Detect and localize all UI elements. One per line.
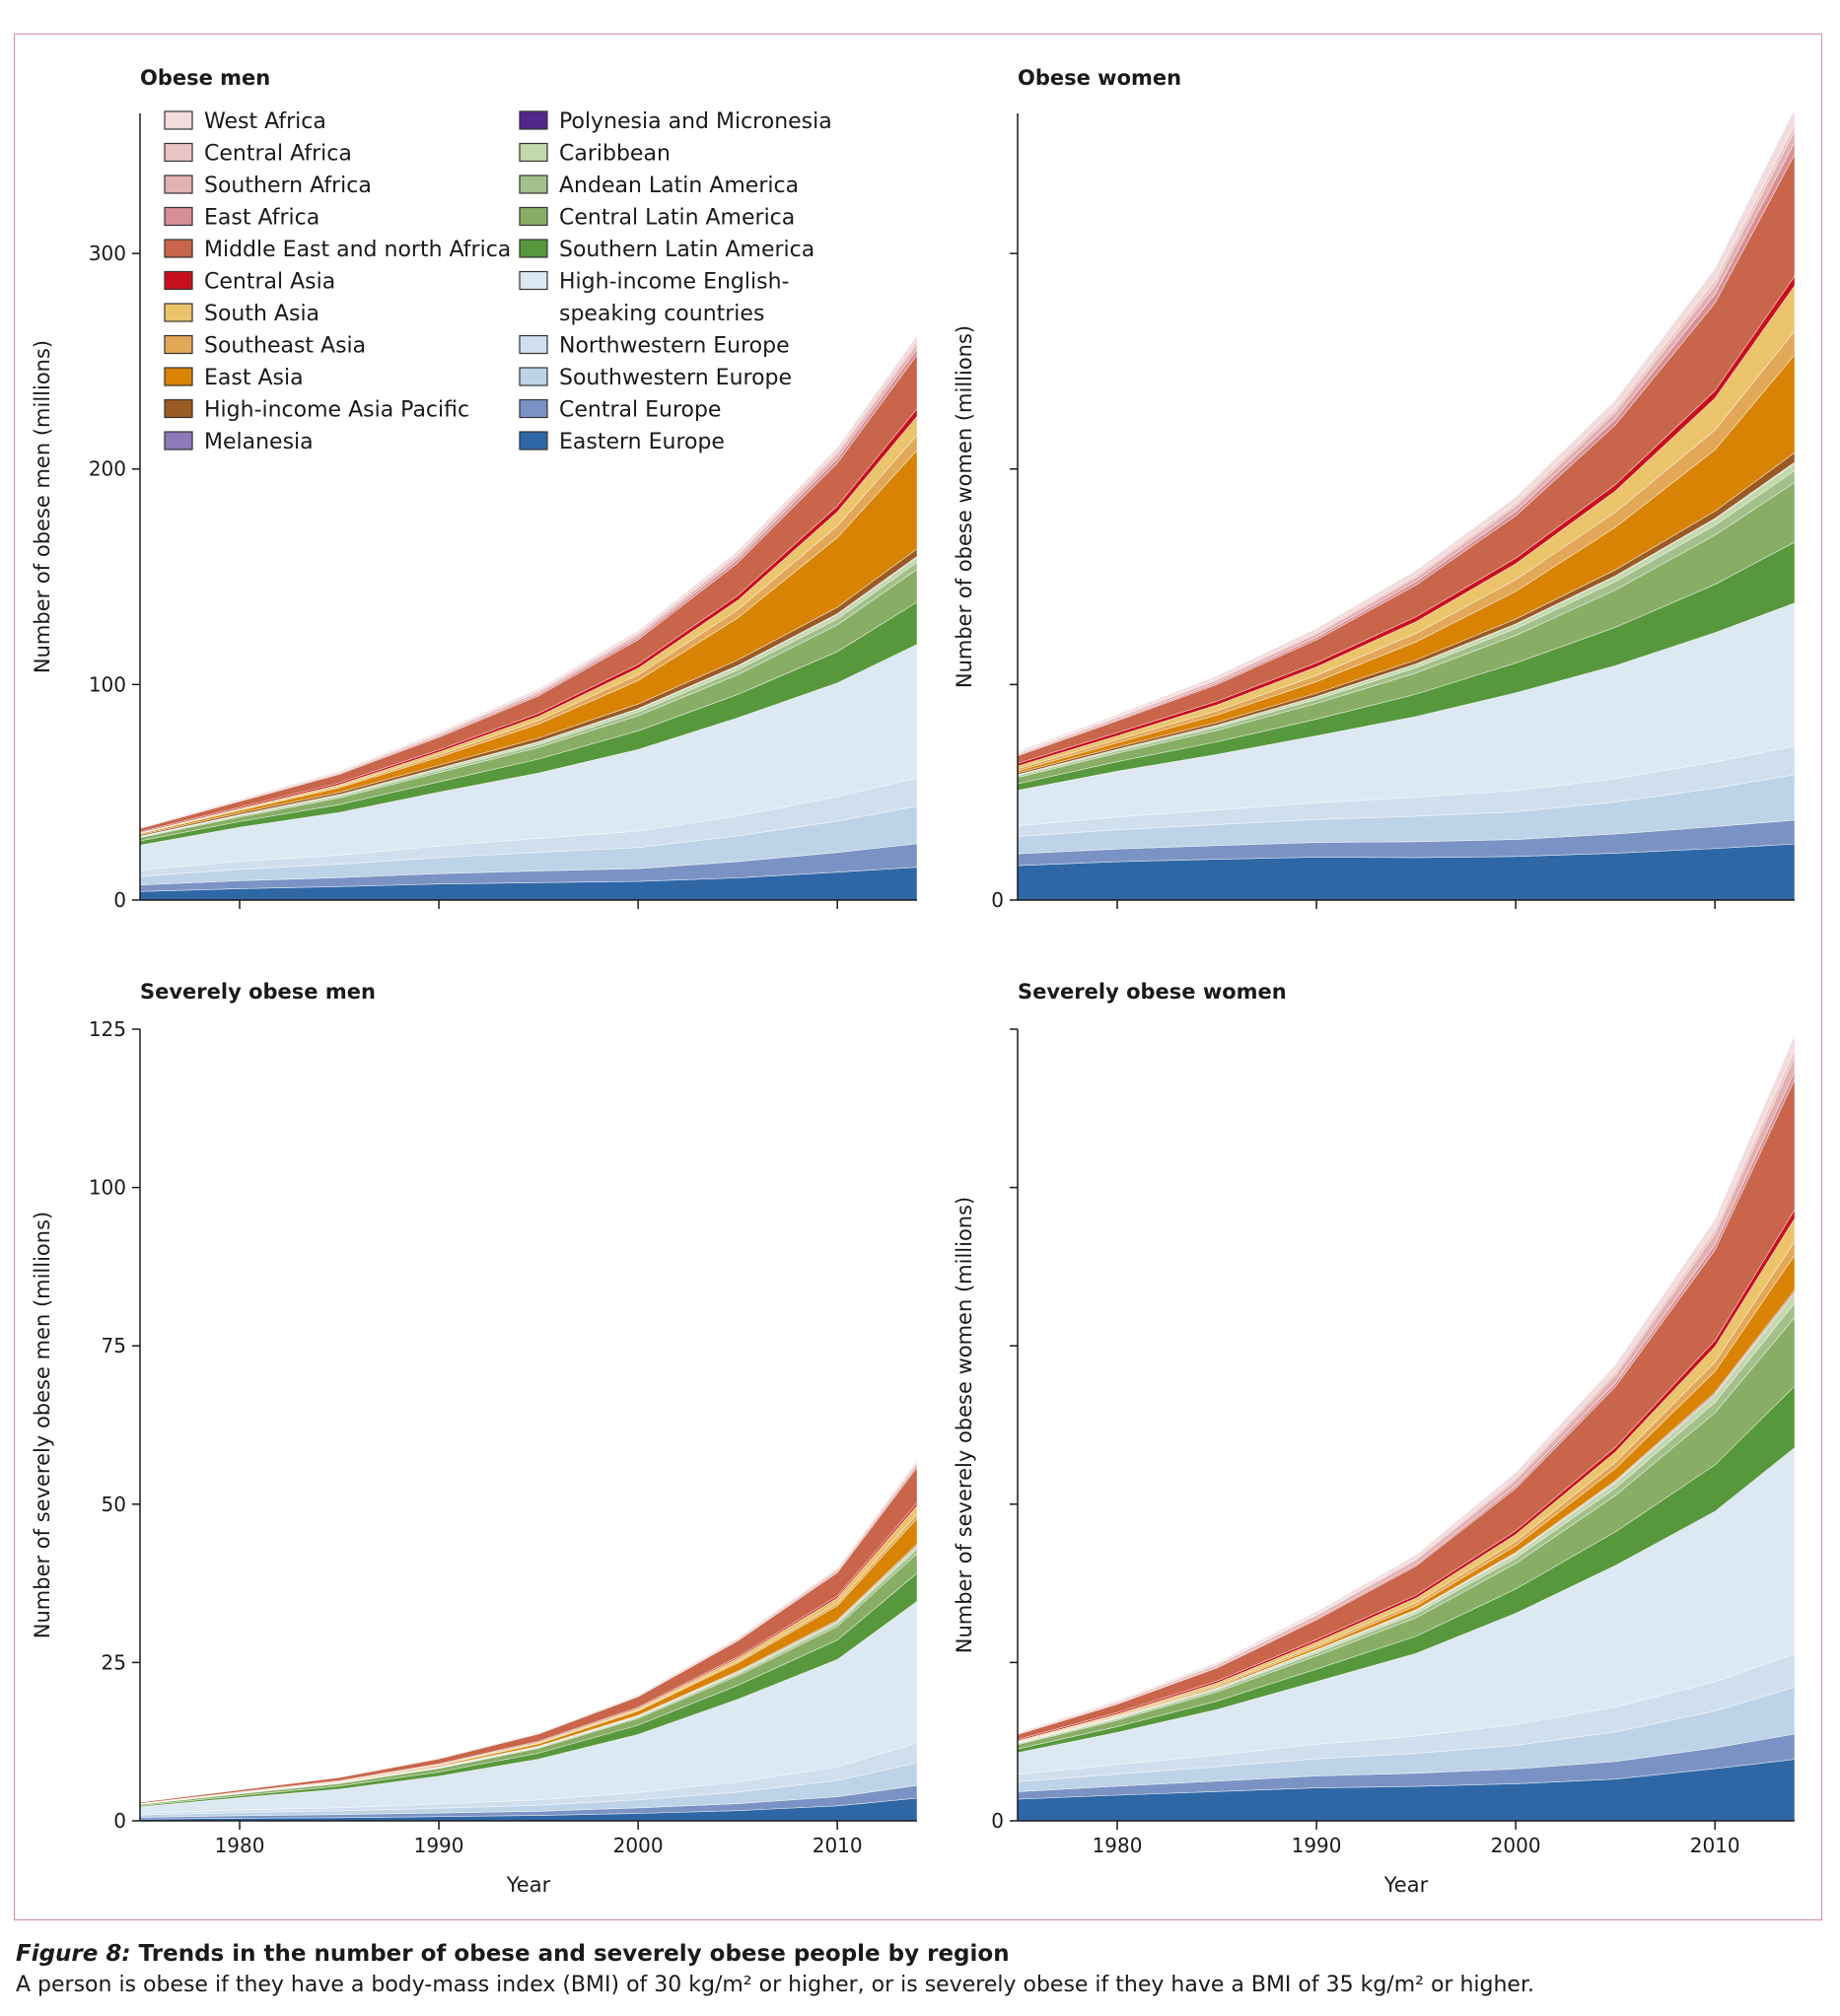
x-tick-label: 1990 <box>414 1834 464 1857</box>
legend-swatch-eastern-europe <box>519 431 548 451</box>
legend-swatch-middle-east-and-north-africa <box>164 239 193 258</box>
legend-swatch-caribbean <box>519 142 548 163</box>
legend-label: West Africa <box>204 109 326 134</box>
legend-swatch-southern-latin-america <box>519 239 548 258</box>
panel-title: Severely obese women <box>1018 980 1287 1004</box>
figure-frame <box>14 34 1822 1920</box>
y-axis-label: Number of severely obese women (millions… <box>953 1197 976 1654</box>
legend-swatch-east-africa <box>164 206 193 227</box>
legend-label: High-income English- <box>559 270 789 295</box>
legend-label: High-income Asia Pacific <box>204 398 469 423</box>
stacked-areas <box>1017 108 1796 901</box>
legend-swatch-southeast-asia <box>164 334 193 355</box>
caption-note: A person is obese if they have a body-ma… <box>16 1973 1534 1997</box>
x-tick-label: 2010 <box>1690 1834 1740 1857</box>
charts-canvas: Obese men 0 100 200 300 Number of obese men (… <box>31 66 1796 1897</box>
y-axis-label: Number of obese women (millions) <box>953 325 976 688</box>
legend-label: Southern Latin America <box>559 238 814 262</box>
x-tick-label: 2000 <box>1491 1834 1541 1857</box>
legend-label: Caribbean <box>559 142 671 167</box>
x-tick-label: 1980 <box>1093 1834 1143 1857</box>
y-tick-label: 0 <box>991 888 1004 912</box>
legend-swatch-andean-latin-america <box>519 174 548 194</box>
legend-label: East Africa <box>204 206 319 231</box>
legend-label: speaking countries <box>559 302 764 326</box>
y-tick-label: 0 <box>991 1809 1004 1833</box>
legend-swatch-central-asia <box>164 270 193 291</box>
legend-label: East Asia <box>204 366 304 390</box>
legend-swatch-southern-africa <box>164 174 193 194</box>
panel-obese-women: Obese women 0 Number of obese women (milli… <box>953 66 1796 912</box>
figure-caption: Figure 8: Trends in the number of obese … <box>16 1938 1830 2001</box>
y-tick-label: 50 <box>102 1493 126 1516</box>
legend-swatch-high-income-english-speaking-countries <box>519 270 548 291</box>
x-tick-label: 2010 <box>813 1834 863 1857</box>
panel-title: Severely obese men <box>140 980 376 1004</box>
legend-swatch-central-europe <box>519 398 548 419</box>
y-tick-label: 300 <box>89 242 126 265</box>
area-west-africa <box>139 334 918 828</box>
x-axis-label: Year <box>1383 1873 1429 1897</box>
legend-label: Melanesia <box>204 430 314 454</box>
legend-label: Central Asia <box>204 270 335 295</box>
legend-swatch-west-africa <box>164 110 193 130</box>
y-tick-label: 100 <box>89 672 126 696</box>
legend-label: Southern Africa <box>204 174 372 198</box>
legend-label: South Asia <box>204 302 319 326</box>
legend-label: Southeast Asia <box>204 334 366 359</box>
legend-swatch-central-africa <box>164 142 193 163</box>
y-tick-label: 75 <box>102 1334 126 1357</box>
y-tick-label: 125 <box>89 1017 126 1041</box>
y-tick-label: 0 <box>113 888 126 912</box>
legend-swatch-south-asia <box>164 303 193 322</box>
y-tick-label: 0 <box>113 1809 126 1833</box>
panel-severely-obese-women: Severely obese women 0 Number of severely … <box>953 980 1796 1897</box>
caption-title: Trends in the number of obese and severe… <box>138 1941 1010 1967</box>
legend-label: Central Latin America <box>559 206 795 231</box>
y-axis-label: Number of severely obese men (millions) <box>31 1212 54 1638</box>
stacked-areas <box>1017 1035 1796 1822</box>
y-tick-label: 100 <box>89 1176 126 1200</box>
x-axis-label: Year <box>506 1873 551 1897</box>
legend-label: Central Africa <box>204 142 352 167</box>
area-west-africa <box>139 1458 918 1803</box>
legend-swatch-central-latin-america <box>519 206 548 227</box>
legend-swatch-polynesia-and-micronesia <box>519 110 548 130</box>
legend-label: Northwestern Europe <box>559 334 790 359</box>
legend-swatch-northwestern-europe <box>519 334 548 355</box>
caption-figure-label: Figure 8: <box>16 1941 131 1967</box>
caption-title-line: Figure 8: Trends in the number of obese … <box>16 1938 1830 1970</box>
legend-swatch-southwestern-europe <box>519 367 548 386</box>
panel-title: Obese men <box>140 66 270 90</box>
x-tick-label: 2000 <box>613 1834 664 1857</box>
legend-label: Central Europe <box>559 398 721 423</box>
x-tick-label: 1980 <box>215 1834 265 1857</box>
panel-severely-obese-men: Severely obese men 0 25 50 75 100 125 Number of… <box>31 980 918 1897</box>
legend-swatch-east-asia <box>164 367 193 386</box>
legend-label: Eastern Europe <box>559 430 725 454</box>
y-tick-label: 25 <box>102 1650 126 1674</box>
panel-obese-men: Obese men 0 100 200 300 Number of obese men (… <box>31 66 918 912</box>
x-tick-label: 1990 <box>1292 1834 1342 1857</box>
legend-label: Southwestern Europe <box>559 366 792 390</box>
area-west-africa <box>1017 1035 1796 1734</box>
panel-title: Obese women <box>1018 66 1181 90</box>
y-axis-label: Number of obese men (millions) <box>31 340 54 673</box>
legend-label: Polynesia and Micronesia <box>559 109 832 134</box>
area-west-africa <box>1017 108 1796 754</box>
stacked-areas <box>139 334 918 901</box>
y-tick-label: 200 <box>89 457 126 481</box>
stacked-areas <box>139 1458 918 1822</box>
legend-label: Andean Latin America <box>559 174 799 198</box>
legend-swatch-melanesia <box>164 431 193 451</box>
legend: West Africa Central Africa Southern Africa… <box>164 109 832 454</box>
legend-swatch-high-income-asia-pacific <box>164 398 193 419</box>
legend-label: Middle East and north Africa <box>204 238 511 262</box>
